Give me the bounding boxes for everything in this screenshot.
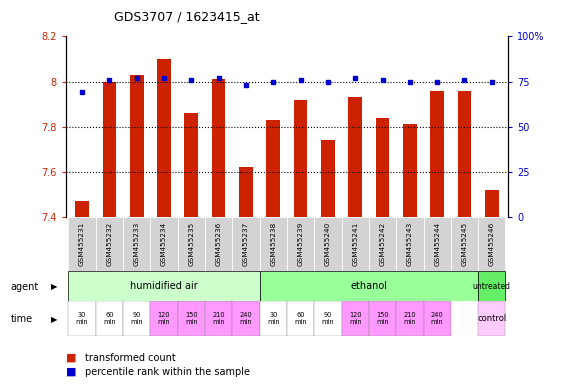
Text: GSM455246: GSM455246 <box>489 222 495 266</box>
FancyBboxPatch shape <box>341 217 369 271</box>
Bar <box>239 167 253 217</box>
FancyBboxPatch shape <box>123 301 150 336</box>
Text: percentile rank within the sample: percentile rank within the sample <box>85 367 250 377</box>
FancyBboxPatch shape <box>178 217 205 271</box>
Text: control: control <box>477 314 506 323</box>
Text: GSM455239: GSM455239 <box>297 222 304 266</box>
FancyBboxPatch shape <box>123 217 150 271</box>
Bar <box>103 82 116 217</box>
FancyBboxPatch shape <box>478 271 505 301</box>
Text: GSM455237: GSM455237 <box>243 222 249 266</box>
Text: GSM455233: GSM455233 <box>134 222 140 266</box>
FancyBboxPatch shape <box>369 217 396 271</box>
FancyBboxPatch shape <box>69 271 260 301</box>
FancyBboxPatch shape <box>424 301 451 336</box>
Text: time: time <box>10 314 33 324</box>
Text: 150
min: 150 min <box>376 312 389 325</box>
FancyBboxPatch shape <box>150 301 178 336</box>
Text: 150
min: 150 min <box>185 312 198 325</box>
Text: 30
min: 30 min <box>267 312 280 325</box>
FancyBboxPatch shape <box>96 301 123 336</box>
FancyBboxPatch shape <box>205 217 232 271</box>
Text: 90
min: 90 min <box>321 312 334 325</box>
FancyBboxPatch shape <box>314 217 341 271</box>
Text: GSM455236: GSM455236 <box>216 222 222 266</box>
Text: 30
min: 30 min <box>76 312 89 325</box>
Text: GSM455245: GSM455245 <box>461 222 468 266</box>
Bar <box>376 118 389 217</box>
Text: 120
min: 120 min <box>158 312 170 325</box>
Text: GSM455240: GSM455240 <box>325 222 331 266</box>
Text: GSM455234: GSM455234 <box>161 222 167 266</box>
FancyBboxPatch shape <box>287 217 314 271</box>
FancyBboxPatch shape <box>369 301 396 336</box>
FancyBboxPatch shape <box>341 301 369 336</box>
Text: ■: ■ <box>66 367 76 377</box>
Text: GSM455244: GSM455244 <box>434 222 440 266</box>
Text: ethanol: ethanol <box>351 281 387 291</box>
Text: humidified air: humidified air <box>130 281 198 291</box>
FancyBboxPatch shape <box>69 217 96 271</box>
FancyBboxPatch shape <box>96 217 123 271</box>
FancyBboxPatch shape <box>260 301 287 336</box>
Text: 60
min: 60 min <box>103 312 116 325</box>
FancyBboxPatch shape <box>396 301 424 336</box>
FancyBboxPatch shape <box>287 301 314 336</box>
Bar <box>212 79 226 217</box>
Text: transformed count: transformed count <box>85 353 175 363</box>
Text: GSM455232: GSM455232 <box>106 222 112 266</box>
Text: ■: ■ <box>66 353 76 363</box>
Text: GSM455242: GSM455242 <box>380 222 385 266</box>
Bar <box>321 140 335 217</box>
Bar <box>130 75 143 217</box>
FancyBboxPatch shape <box>178 301 205 336</box>
FancyBboxPatch shape <box>314 301 341 336</box>
FancyBboxPatch shape <box>150 217 178 271</box>
Text: GSM455235: GSM455235 <box>188 222 194 266</box>
Bar <box>157 59 171 217</box>
FancyBboxPatch shape <box>478 301 505 336</box>
Text: GSM455238: GSM455238 <box>270 222 276 266</box>
Text: GDS3707 / 1623415_at: GDS3707 / 1623415_at <box>114 10 260 23</box>
Text: ▶: ▶ <box>51 282 58 291</box>
FancyBboxPatch shape <box>451 217 478 271</box>
Text: 90
min: 90 min <box>130 312 143 325</box>
FancyBboxPatch shape <box>205 301 232 336</box>
Text: 120
min: 120 min <box>349 312 361 325</box>
Bar <box>267 120 280 217</box>
Text: untreated: untreated <box>473 281 511 291</box>
Text: ▶: ▶ <box>51 315 58 324</box>
FancyBboxPatch shape <box>69 301 96 336</box>
FancyBboxPatch shape <box>396 217 424 271</box>
Text: 210
min: 210 min <box>404 312 416 325</box>
FancyBboxPatch shape <box>232 301 260 336</box>
FancyBboxPatch shape <box>478 217 505 271</box>
FancyBboxPatch shape <box>260 217 287 271</box>
Bar <box>75 201 89 217</box>
Text: GSM455241: GSM455241 <box>352 222 358 266</box>
Bar <box>457 91 471 217</box>
Text: 240
min: 240 min <box>240 312 252 325</box>
FancyBboxPatch shape <box>232 217 260 271</box>
Bar <box>431 91 444 217</box>
Bar <box>293 100 307 217</box>
Bar <box>184 113 198 217</box>
Bar <box>485 190 498 217</box>
Text: GSM455231: GSM455231 <box>79 222 85 266</box>
Text: 210
min: 210 min <box>212 312 225 325</box>
Bar <box>348 98 362 217</box>
Text: 240
min: 240 min <box>431 312 444 325</box>
Text: 60
min: 60 min <box>294 312 307 325</box>
Bar <box>403 124 417 217</box>
FancyBboxPatch shape <box>424 217 451 271</box>
Text: GSM455243: GSM455243 <box>407 222 413 266</box>
FancyBboxPatch shape <box>260 271 478 301</box>
Text: agent: agent <box>10 282 38 292</box>
